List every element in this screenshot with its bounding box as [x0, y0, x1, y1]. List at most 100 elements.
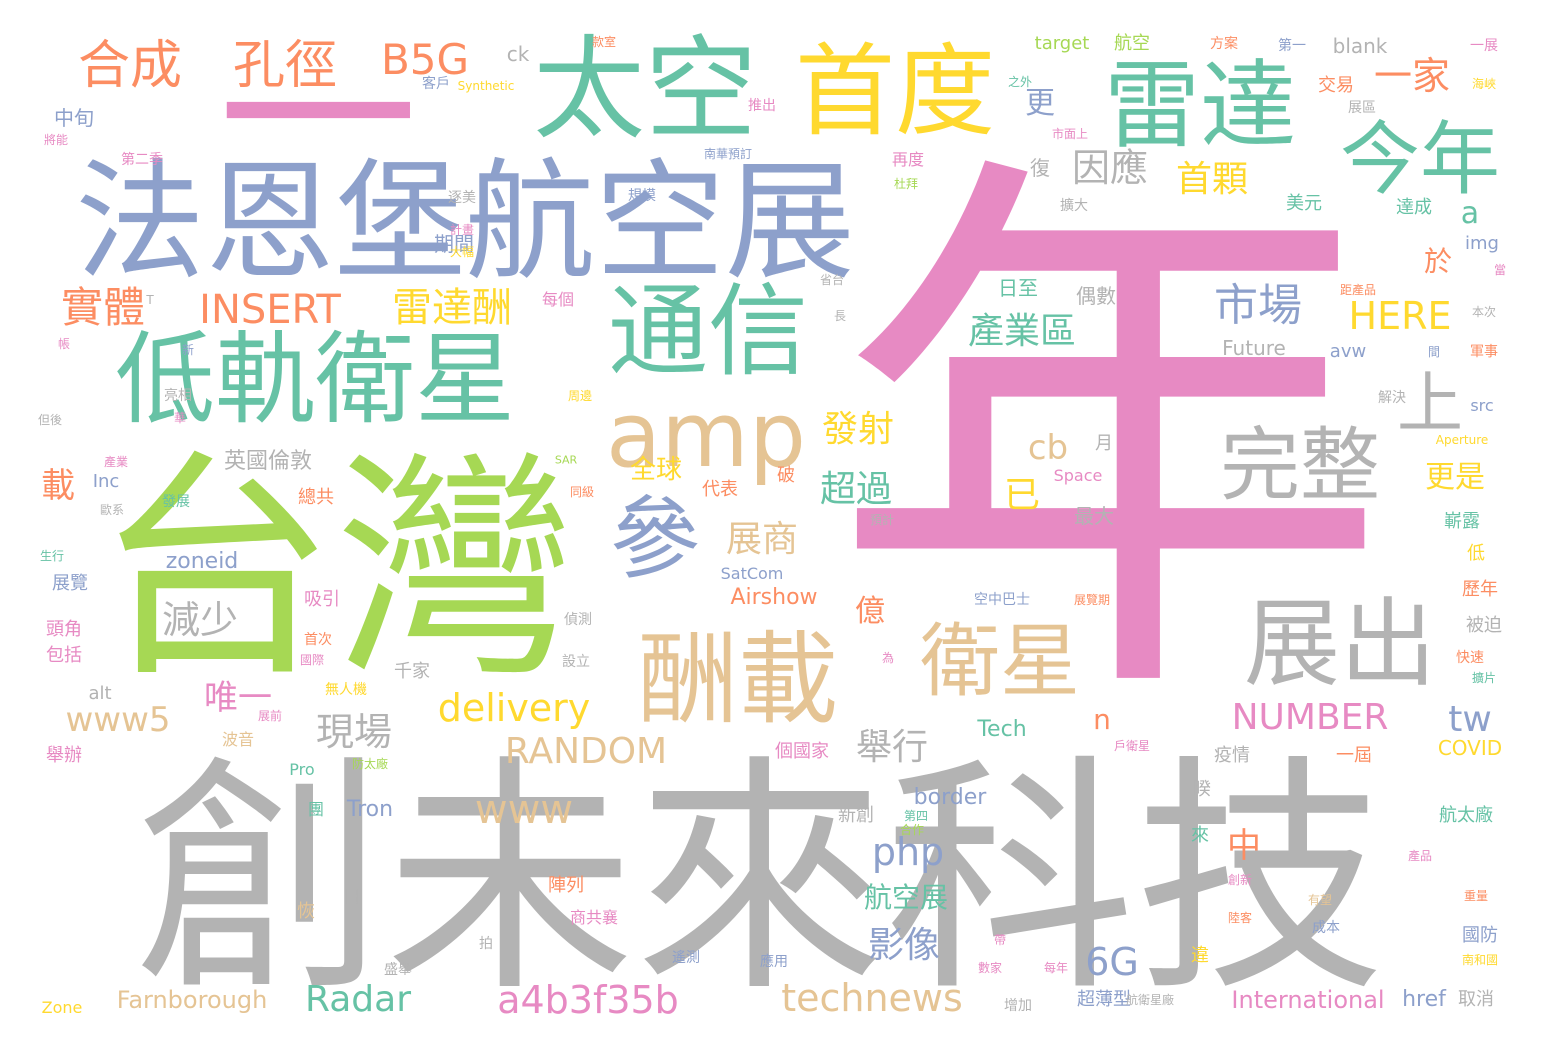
- word: 超薄型: [1077, 991, 1131, 1009]
- word: 發射: [822, 412, 894, 448]
- word: 一屆: [1336, 747, 1372, 765]
- word: 復: [1030, 158, 1050, 178]
- word: 華: [174, 412, 186, 424]
- word: 之外: [1008, 76, 1032, 88]
- word: 市面上: [1052, 128, 1088, 140]
- word: 恢: [297, 903, 315, 921]
- word: 破: [777, 467, 795, 485]
- word: Tron: [347, 799, 393, 821]
- word: Airshow: [730, 587, 817, 609]
- word: 雷達酬: [392, 288, 512, 328]
- word: 合作: [900, 824, 924, 836]
- word: Synthetic: [458, 80, 515, 92]
- word: border: [914, 787, 987, 809]
- word: 取消: [1458, 991, 1494, 1009]
- word: 市場: [1214, 284, 1302, 328]
- word: www: [475, 790, 573, 830]
- word: 空中巴士: [974, 593, 1030, 607]
- word: 航衛星廠: [1126, 994, 1174, 1006]
- word: 長: [834, 310, 846, 322]
- word: 周邊: [568, 390, 592, 402]
- word: 最大: [1074, 506, 1114, 526]
- word: delivery: [438, 689, 591, 727]
- word: 波音: [222, 732, 254, 748]
- word: 大幅: [450, 246, 474, 258]
- word: 已: [1004, 478, 1040, 514]
- word: 展覽期: [1074, 594, 1110, 606]
- word: 為: [882, 652, 894, 664]
- word: 完整: [1220, 426, 1380, 506]
- word: 歷年: [1462, 581, 1498, 599]
- word: 嶄露: [1444, 513, 1480, 531]
- word: 預計: [870, 514, 894, 526]
- word: SatCom: [721, 566, 784, 582]
- word: 推出: [748, 99, 776, 113]
- word: 擴片: [1472, 672, 1496, 684]
- word: Inc: [93, 473, 120, 491]
- word: 展商: [726, 522, 798, 558]
- word: 總共: [298, 489, 334, 507]
- word: 海峽: [1472, 78, 1496, 90]
- word: 當: [1494, 264, 1506, 276]
- word: ck: [507, 44, 530, 64]
- word: alt: [88, 685, 111, 703]
- word: 代表: [702, 481, 738, 499]
- word: 產業: [104, 456, 128, 468]
- word: 再度: [892, 152, 924, 168]
- word: 被迫: [1466, 617, 1502, 635]
- word: 亮相: [164, 389, 192, 403]
- word: 但後: [38, 414, 62, 426]
- word: cb: [1028, 431, 1068, 465]
- word: 成本: [1312, 921, 1340, 935]
- word: International: [1231, 988, 1384, 1012]
- word: www5: [65, 703, 170, 737]
- word: 億: [855, 597, 885, 627]
- word: 實體: [61, 287, 145, 329]
- word: n: [1093, 706, 1111, 734]
- word: 個國家: [775, 743, 829, 761]
- word: 衛星: [920, 622, 1080, 702]
- word: blank: [1333, 36, 1388, 56]
- word: 影像: [868, 928, 940, 964]
- word: 商共襄: [570, 910, 618, 926]
- word: 設立: [562, 655, 590, 669]
- word: 今年: [1340, 120, 1500, 200]
- word: 通信: [608, 282, 808, 382]
- word: Future: [1222, 338, 1286, 358]
- word: 遙測: [672, 951, 700, 965]
- word: 於: [1424, 248, 1452, 276]
- word: 美元: [1286, 195, 1322, 213]
- word: 陸客: [1228, 912, 1252, 924]
- word: 更: [1025, 89, 1055, 119]
- word: 計畫: [450, 224, 474, 236]
- word: 規模: [628, 189, 656, 203]
- word: 無人機: [325, 683, 367, 697]
- word: 減少: [162, 601, 238, 639]
- word: 更是: [1425, 463, 1485, 493]
- word: 第一: [1278, 39, 1306, 53]
- word: SAR: [555, 455, 577, 466]
- word: 歐系: [100, 504, 124, 516]
- word: 南和國: [1462, 954, 1498, 966]
- word: 解決: [1378, 391, 1406, 405]
- word: 低: [1467, 545, 1485, 563]
- word: 第四: [904, 810, 928, 822]
- word: 首度: [795, 42, 995, 142]
- word: 產業區: [968, 314, 1076, 350]
- word: 首顆: [1176, 162, 1248, 198]
- word: 達成: [1396, 199, 1432, 217]
- word: 合成: [78, 40, 182, 92]
- word: 雷達: [1104, 58, 1296, 154]
- word: 航太廠: [1439, 807, 1493, 825]
- word: 方案: [1210, 37, 1238, 51]
- word: 戶衛星: [1114, 740, 1150, 752]
- word: COVID: [1438, 738, 1502, 758]
- word: 展出: [1244, 596, 1436, 692]
- word: src: [1470, 398, 1493, 414]
- word: 孔徑: [233, 40, 337, 92]
- word: 產品: [1408, 850, 1432, 862]
- word: HERE: [1349, 297, 1452, 335]
- word: Space: [1054, 468, 1103, 484]
- word: 交易: [1318, 77, 1354, 95]
